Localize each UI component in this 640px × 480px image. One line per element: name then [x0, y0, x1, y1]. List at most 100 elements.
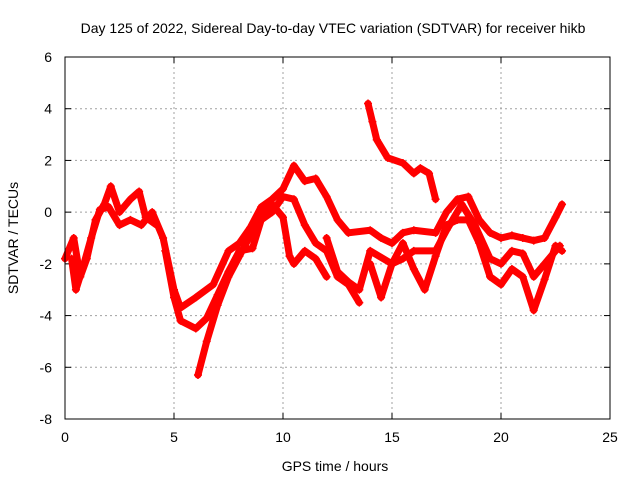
data-point-marker	[115, 208, 124, 217]
series-trace	[61, 182, 161, 281]
data-point-marker	[148, 208, 157, 217]
data-point-marker	[224, 272, 233, 281]
data-point-marker	[409, 246, 418, 255]
data-point-marker	[135, 187, 144, 196]
data-point-marker	[529, 272, 538, 281]
data-point-marker	[368, 117, 377, 126]
data-point-marker	[364, 99, 373, 108]
data-point-marker	[540, 259, 549, 268]
data-point-marker	[311, 239, 320, 248]
data-point-marker	[322, 272, 331, 281]
data-point-marker	[486, 254, 495, 263]
data-point-marker	[126, 195, 135, 204]
chart-title: Day 125 of 2022, Sidereal Day-to-day VTE…	[81, 20, 586, 36]
data-point-marker	[289, 161, 298, 170]
data-point-marker	[285, 252, 294, 261]
series-group	[61, 99, 567, 380]
x-tick-label: 15	[384, 429, 400, 445]
data-point-marker	[486, 228, 495, 237]
data-point-marker	[100, 200, 109, 209]
data-point-marker	[257, 210, 266, 219]
data-point-marker	[497, 234, 505, 242]
data-point-marker	[497, 280, 505, 289]
data-point-marker	[398, 228, 407, 237]
data-point-marker	[289, 259, 298, 268]
series-track-4	[364, 99, 440, 204]
data-point-marker	[191, 293, 200, 302]
data-point-marker	[398, 254, 407, 263]
data-point-marker	[170, 293, 178, 302]
data-point-marker	[279, 192, 287, 201]
data-point-marker	[555, 241, 564, 250]
data-point-marker	[344, 228, 353, 237]
data-point-marker	[442, 226, 451, 235]
data-point-marker	[246, 231, 255, 240]
y-tick-label: -4	[40, 308, 53, 324]
data-point-marker	[431, 246, 440, 255]
data-point-marker	[497, 259, 505, 268]
data-point-marker	[529, 236, 538, 245]
data-point-marker	[176, 316, 185, 325]
data-point-marker	[235, 252, 244, 261]
data-point-marker	[366, 246, 375, 255]
data-point-marker	[558, 200, 567, 209]
data-point-marker	[82, 254, 91, 263]
data-point-marker	[300, 246, 309, 255]
data-point-marker	[529, 306, 538, 315]
data-point-marker	[507, 246, 516, 255]
data-point-marker	[470, 221, 479, 230]
data-point-marker	[289, 195, 298, 204]
data-point-marker	[431, 228, 440, 237]
x-axis-label: GPS time / hours	[282, 458, 389, 474]
data-point-marker	[152, 221, 161, 230]
data-point-marker	[115, 221, 124, 230]
data-point-marker	[507, 231, 516, 240]
data-point-marker	[71, 285, 80, 294]
data-point-marker	[442, 208, 451, 217]
data-point-marker	[333, 267, 342, 276]
data-point-marker	[311, 254, 320, 263]
series-track-3	[193, 200, 331, 380]
y-axis-label: SDTVAR / TECUs	[5, 182, 21, 294]
data-point-marker	[235, 239, 244, 248]
x-tick-label: 10	[275, 429, 291, 445]
plot-frame	[64, 56, 611, 420]
data-point-marker	[518, 272, 527, 281]
data-point-marker	[453, 195, 462, 204]
data-point-marker	[409, 265, 418, 274]
y-tick-label: 6	[44, 49, 52, 65]
y-tick-label: 4	[44, 101, 52, 117]
data-point-marker	[159, 234, 168, 242]
data-point-marker	[161, 246, 170, 255]
data-point-marker	[106, 182, 115, 191]
data-point-marker	[209, 280, 218, 289]
data-point-marker	[333, 215, 342, 224]
data-point-marker	[91, 215, 100, 224]
data-point-marker	[322, 234, 331, 242]
data-point-marker	[137, 221, 146, 230]
data-point-marker	[540, 275, 549, 284]
x-tick-label: 25	[602, 429, 618, 445]
data-point-marker	[431, 195, 440, 204]
data-point-marker	[141, 213, 150, 222]
data-point-marker	[388, 259, 396, 268]
x-tick-label: 20	[493, 429, 509, 445]
data-point-marker	[224, 246, 233, 255]
data-point-marker	[202, 337, 211, 346]
data-point-marker	[551, 213, 560, 222]
data-point-marker	[398, 159, 407, 168]
data-point-marker	[311, 174, 320, 183]
data-point-marker	[355, 298, 364, 307]
data-point-marker	[76, 272, 85, 281]
data-point-marker	[257, 202, 266, 211]
series-trace	[194, 200, 331, 379]
data-point-marker	[388, 239, 396, 248]
data-point-marker	[420, 285, 429, 294]
data-point-marker	[416, 164, 425, 173]
series-track-6	[322, 200, 564, 294]
y-tick-label: -6	[40, 359, 53, 375]
y-tick-label: -8	[40, 411, 53, 427]
data-point-marker	[300, 177, 309, 186]
